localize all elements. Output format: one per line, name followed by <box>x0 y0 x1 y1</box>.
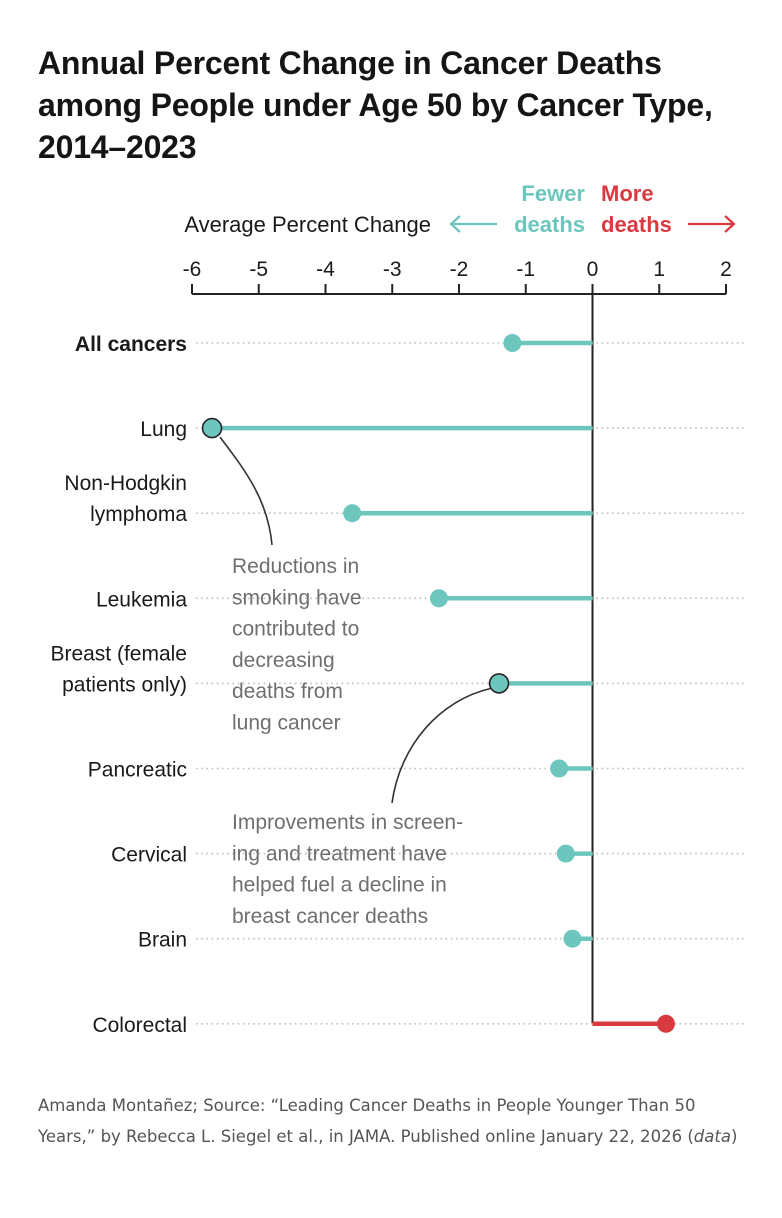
category-row: Cervical <box>111 844 744 867</box>
x-tick-label: -2 <box>450 258 469 281</box>
category-row: Brain <box>138 929 744 952</box>
annotation-leader <box>219 436 273 546</box>
credit-text: Amanda Montañez; Source: “Leading Cancer… <box>38 1096 696 1146</box>
fewer-deaths-label: deaths <box>514 212 585 237</box>
lollipop <box>343 504 593 523</box>
fewer-deaths-arrow-icon <box>449 215 497 233</box>
lollipop-dot <box>488 673 510 694</box>
category-label: Brain <box>138 929 187 952</box>
x-tick-label: 2 <box>720 258 732 281</box>
lollipop-dot <box>556 844 575 863</box>
lollipop-dot <box>429 589 448 608</box>
lollipop-dot <box>343 504 362 523</box>
category-row: Breast (female patients only) <box>50 642 744 696</box>
category-label: Cervical <box>111 844 187 867</box>
lollipop-dot <box>503 334 522 352</box>
category-row: Leukemia <box>96 588 744 611</box>
lollipop-dot <box>201 417 223 439</box>
category-label: Breast (female <box>50 642 187 665</box>
category-row: Non-Hodgkin lymphoma <box>64 472 744 526</box>
annotation-text: decreasing <box>232 649 335 672</box>
annotation-leader <box>391 687 492 804</box>
lollipop-chart: Average Percent Change Fewer deaths More… <box>50 181 744 1037</box>
x-tick-label: -1 <box>516 258 535 281</box>
category-row: All cancers <box>75 333 744 356</box>
credit-close: ) <box>730 1127 738 1146</box>
category-label: Pancreatic <box>88 759 187 782</box>
category-label: Colorectal <box>92 1014 187 1037</box>
category-label: All cancers <box>75 333 187 356</box>
lollipop <box>563 929 593 948</box>
data-link-text[interactable]: data <box>693 1127 731 1146</box>
x-tick-label: -5 <box>249 258 268 281</box>
category-row: Lung <box>140 418 744 441</box>
more-deaths-label: deaths <box>601 212 672 237</box>
annotation-text: Reductions in <box>232 555 359 578</box>
category-label: lymphoma <box>90 503 187 526</box>
annotation-text: smoking have <box>232 586 362 609</box>
lollipop <box>488 673 593 694</box>
category-row: Colorectal <box>92 1014 744 1037</box>
annotation-text: helped fuel a decline in <box>232 874 447 897</box>
more-deaths-label: More <box>601 181 654 206</box>
lollipop <box>592 1014 675 1033</box>
more-deaths-arrow-icon <box>688 215 736 233</box>
fewer-deaths-label: Fewer <box>521 181 585 206</box>
lollipop <box>550 759 593 778</box>
lollipop <box>201 417 593 439</box>
lollipop-dot <box>563 929 582 948</box>
annotations: Reductions in smoking have contributed to d… <box>219 436 492 928</box>
x-tick-label: -3 <box>383 258 402 281</box>
plot-rows: All cancers Lung Non-Hodgkin lymphoma Leukem… <box>50 333 744 1037</box>
source-credit: Amanda Montañez; Source: “Leading Cancer… <box>38 1090 748 1152</box>
category-label: Non-Hodgkin <box>64 472 187 495</box>
x-tick-label: 1 <box>653 258 665 281</box>
x-tick-label: 0 <box>587 258 599 281</box>
category-label: Leukemia <box>96 588 187 611</box>
chart-header: Average Percent Change Fewer deaths More… <box>184 181 736 237</box>
annotation-text: lung cancer <box>232 712 341 735</box>
category-label: Lung <box>140 418 187 441</box>
category-label: patients only) <box>62 673 187 696</box>
annotation-text: deaths from <box>232 680 343 703</box>
annotation-text: Improvements in screen- <box>232 811 463 834</box>
lollipop <box>429 589 593 608</box>
x-tick-label: -4 <box>316 258 335 281</box>
lollipop <box>556 844 593 863</box>
category-row: Pancreatic <box>88 759 744 782</box>
annotation-text: contributed to <box>232 618 359 641</box>
lollipop-dot <box>656 1014 675 1033</box>
lollipop <box>503 334 593 352</box>
annotation-text: ing and treatment have <box>232 842 447 865</box>
x-axis: -6 -5 -4 -3 -2 -1 0 1 2 <box>183 258 732 1024</box>
lollipop-dot <box>550 759 569 778</box>
annotation-text: breast cancer deaths <box>232 905 428 928</box>
chart-title: Annual Percent Change in Cancer Deaths a… <box>38 45 713 165</box>
axis-label: Average Percent Change <box>184 212 431 237</box>
x-tick-label: -6 <box>183 258 202 281</box>
